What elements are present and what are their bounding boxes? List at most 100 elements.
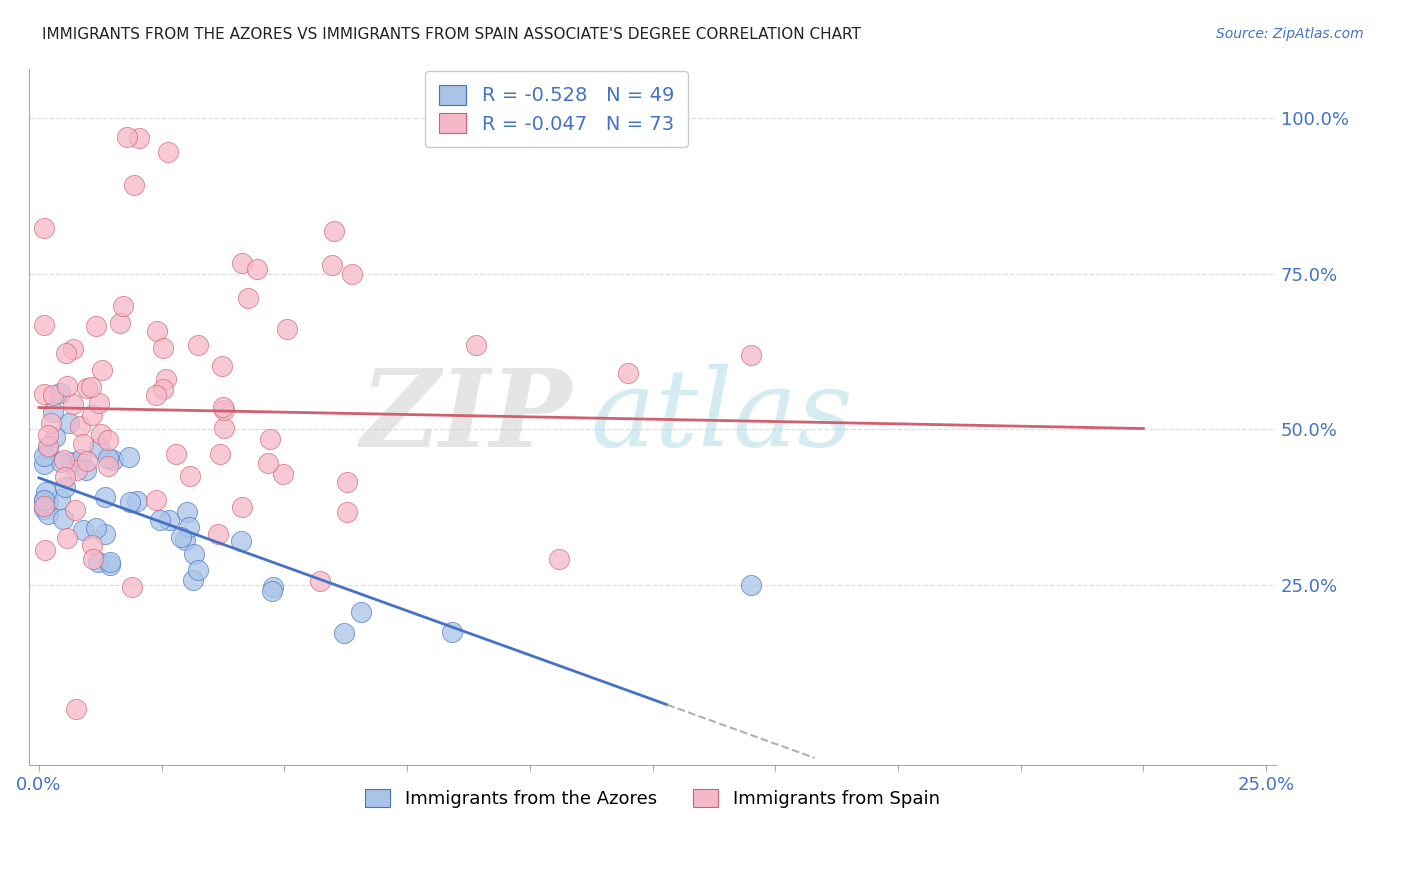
Point [32,492,55,507]
Point [321,258,343,272]
Point [127,494,149,508]
Point [212,421,235,435]
Point [75,463,97,477]
Point [58,416,80,430]
Point [323,224,346,238]
Point [93,527,115,541]
Point [271,467,294,482]
Point [231,534,253,549]
Point [98,558,121,572]
Point [69,418,91,433]
Point [52,512,75,526]
Point [740,348,762,362]
Point [62,397,84,411]
Point [42,388,65,402]
Point [350,605,373,619]
Point [82,408,104,422]
Point [49,492,72,507]
Point [84,318,107,333]
Point [90,427,112,442]
Point [65,702,87,716]
Point [155,371,177,385]
Point [170,530,193,544]
Point [80,538,103,552]
Point [32,318,55,332]
Point [98,555,121,569]
Point [208,447,231,461]
Point [39,416,62,430]
Point [262,583,284,598]
Point [34,542,56,557]
Point [49,386,72,401]
Point [207,527,229,541]
Point [176,505,198,519]
Point [32,500,55,514]
Legend: Immigrants from the Azores, Immigrants from Spain: Immigrants from the Azores, Immigrants f… [359,781,948,815]
Point [440,624,463,639]
Point [37,495,59,509]
Point [76,381,98,395]
Point [149,514,172,528]
Point [53,470,76,484]
Point [118,450,141,464]
Point [336,505,359,519]
Point [231,500,253,514]
Point [63,503,86,517]
Point [32,220,55,235]
Point [179,468,201,483]
Text: ZIP: ZIP [360,364,571,470]
Point [97,450,120,465]
Point [84,521,107,535]
Point [37,439,59,453]
Point [231,256,253,270]
Point [76,454,98,468]
Point [156,145,179,159]
Point [333,625,356,640]
Point [55,531,77,545]
Point [72,523,94,537]
Point [259,432,281,446]
Point [32,492,55,507]
Point [91,363,114,377]
Point [59,455,82,469]
Point [35,485,58,500]
Point [72,436,94,450]
Point [89,441,111,455]
Text: atlas: atlas [591,364,853,469]
Point [93,491,115,505]
Point [214,402,236,417]
Point [146,324,169,338]
Point [187,338,209,352]
Point [32,386,55,401]
Point [32,457,55,471]
Text: Source: ZipAtlas.com: Source: ZipAtlas.com [1216,27,1364,41]
Point [336,475,359,490]
Point [740,578,762,592]
Point [41,405,63,419]
Point [55,345,77,359]
Point [548,552,571,566]
Point [128,130,150,145]
Point [53,480,76,494]
Point [212,401,235,415]
Point [112,299,135,313]
Point [165,447,187,461]
Point [187,562,209,576]
Point [145,388,167,402]
Point [157,513,180,527]
Point [152,341,174,355]
Point [120,495,142,509]
Point [87,556,110,570]
Point [122,178,145,192]
Point [37,442,59,456]
Point [117,130,139,145]
Point [37,507,59,521]
Point [53,453,76,467]
Point [276,322,298,336]
Point [101,453,124,467]
Point [80,379,103,393]
Point [97,433,120,447]
Point [56,379,79,393]
Point [32,502,55,516]
Point [152,382,174,396]
